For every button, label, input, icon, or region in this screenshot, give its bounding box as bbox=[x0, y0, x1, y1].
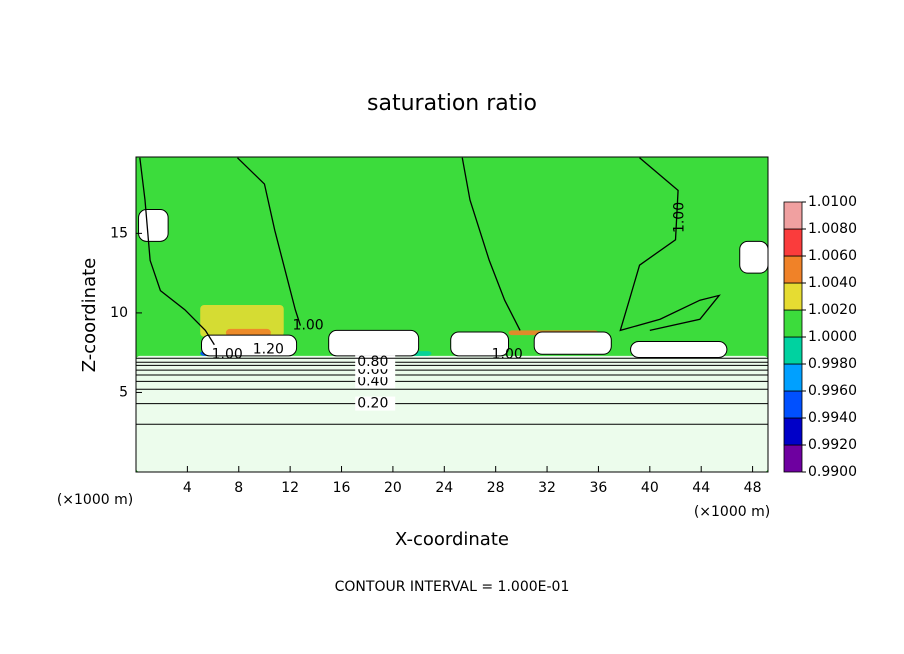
colorbar-bin bbox=[783, 336, 803, 365]
colorbar-label: 1.0020 bbox=[808, 302, 857, 318]
field-patch bbox=[201, 334, 298, 357]
colorbar-bin bbox=[783, 417, 803, 446]
plot-area: 0.200.400.600.801.00 1.201.001.001.00 bbox=[136, 157, 769, 472]
contour-label: 0.40 bbox=[357, 373, 388, 389]
colorbar-label: 0.9900 bbox=[808, 464, 857, 480]
contour-path bbox=[139, 157, 215, 346]
field-patch bbox=[328, 329, 420, 357]
colorbar-label: 0.9980 bbox=[808, 356, 857, 372]
x-tick-label: 32 bbox=[538, 480, 556, 496]
y-tick-label: 15 bbox=[110, 225, 128, 241]
colorbar-bin bbox=[783, 363, 803, 392]
colorbar-label: 1.0040 bbox=[808, 275, 857, 291]
x-tick-label: 28 bbox=[487, 480, 505, 496]
contour-label: 1.00 bbox=[671, 202, 687, 233]
x-tick-label: 44 bbox=[692, 480, 710, 496]
contour-label-bg bbox=[355, 396, 396, 411]
x-tick-label: 12 bbox=[281, 480, 299, 496]
footer: CONTOUR INTERVAL = 1.000E-01 bbox=[335, 579, 570, 595]
field-patch bbox=[630, 341, 728, 358]
colorbar-label: 0.9920 bbox=[808, 437, 857, 453]
colorbar-bin bbox=[783, 390, 803, 419]
x-tick-label: 40 bbox=[641, 480, 659, 496]
field-patch bbox=[136, 355, 768, 472]
contour-label: 1.00 bbox=[293, 318, 324, 334]
contour-path bbox=[461, 157, 521, 331]
colorbar-label: 0.9940 bbox=[808, 410, 857, 426]
colorbar: 0.9900 0.9920 0.9940 0.9960 0.9980 1.0000 1.00… bbox=[783, 194, 857, 480]
x-unit: (×1000 m) bbox=[57, 492, 133, 508]
field-patch bbox=[739, 240, 769, 274]
colorbar-bin bbox=[783, 255, 803, 284]
colorbar-bin bbox=[783, 282, 803, 311]
colorbar-label: 0.9960 bbox=[808, 383, 857, 399]
chart-title: saturation ratio bbox=[367, 91, 537, 116]
x-tick-label: 48 bbox=[744, 480, 762, 496]
contour-label-bg bbox=[355, 374, 396, 389]
x-tick-label: 20 bbox=[384, 480, 402, 496]
contour-path bbox=[237, 157, 302, 326]
contour-label: 1.00 bbox=[492, 346, 523, 362]
field-patch bbox=[450, 331, 510, 357]
x-tick-label: 16 bbox=[333, 480, 351, 496]
x-tick-label: 8 bbox=[234, 480, 243, 496]
y-tick-label: 5 bbox=[119, 384, 128, 400]
colorbar-label: 1.0100 bbox=[808, 194, 857, 210]
field-patch bbox=[533, 331, 612, 355]
x-tick-label: 36 bbox=[590, 480, 608, 496]
contour-label: 0.20 bbox=[357, 396, 388, 412]
y-axis-label: Z-coordinate bbox=[79, 258, 100, 373]
colorbar-label: 1.0000 bbox=[808, 329, 857, 345]
x-tick-label: 24 bbox=[435, 480, 453, 496]
colorbar-label: 1.0080 bbox=[808, 221, 857, 237]
contour-path bbox=[619, 157, 721, 332]
x-tick-label: 4 bbox=[183, 480, 192, 496]
field-patch bbox=[138, 209, 169, 242]
colorbar-bin bbox=[783, 201, 803, 230]
colorbar-bin bbox=[783, 228, 803, 257]
contour-label: 1.00 bbox=[212, 346, 243, 362]
x-unit: (×1000 m) bbox=[694, 504, 770, 520]
colorbar-bin bbox=[783, 309, 803, 338]
plot-frame bbox=[135, 156, 769, 473]
contour-label: 1.20 bbox=[253, 342, 284, 358]
colorbar-label: 1.0060 bbox=[808, 248, 857, 264]
y-tick-label: 10 bbox=[110, 305, 128, 321]
colorbar-bin bbox=[783, 444, 803, 473]
x-axis-label: X-coordinate bbox=[395, 529, 509, 550]
contour-label: 0.80 bbox=[357, 354, 388, 370]
